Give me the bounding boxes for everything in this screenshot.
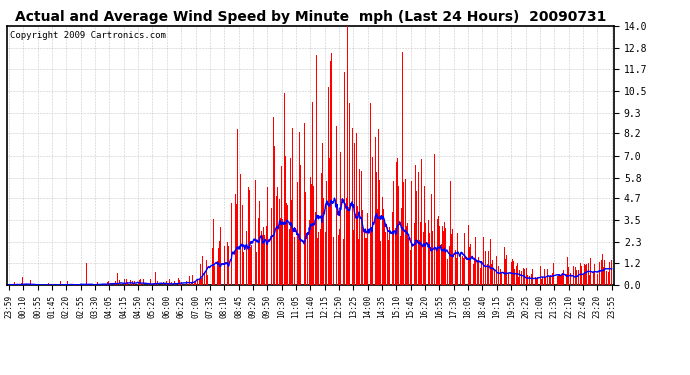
Title: Actual and Average Wind Speed by Minute  mph (Last 24 Hours)  20090731: Actual and Average Wind Speed by Minute … xyxy=(14,10,607,24)
Text: Copyright 2009 Cartronics.com: Copyright 2009 Cartronics.com xyxy=(10,32,166,40)
